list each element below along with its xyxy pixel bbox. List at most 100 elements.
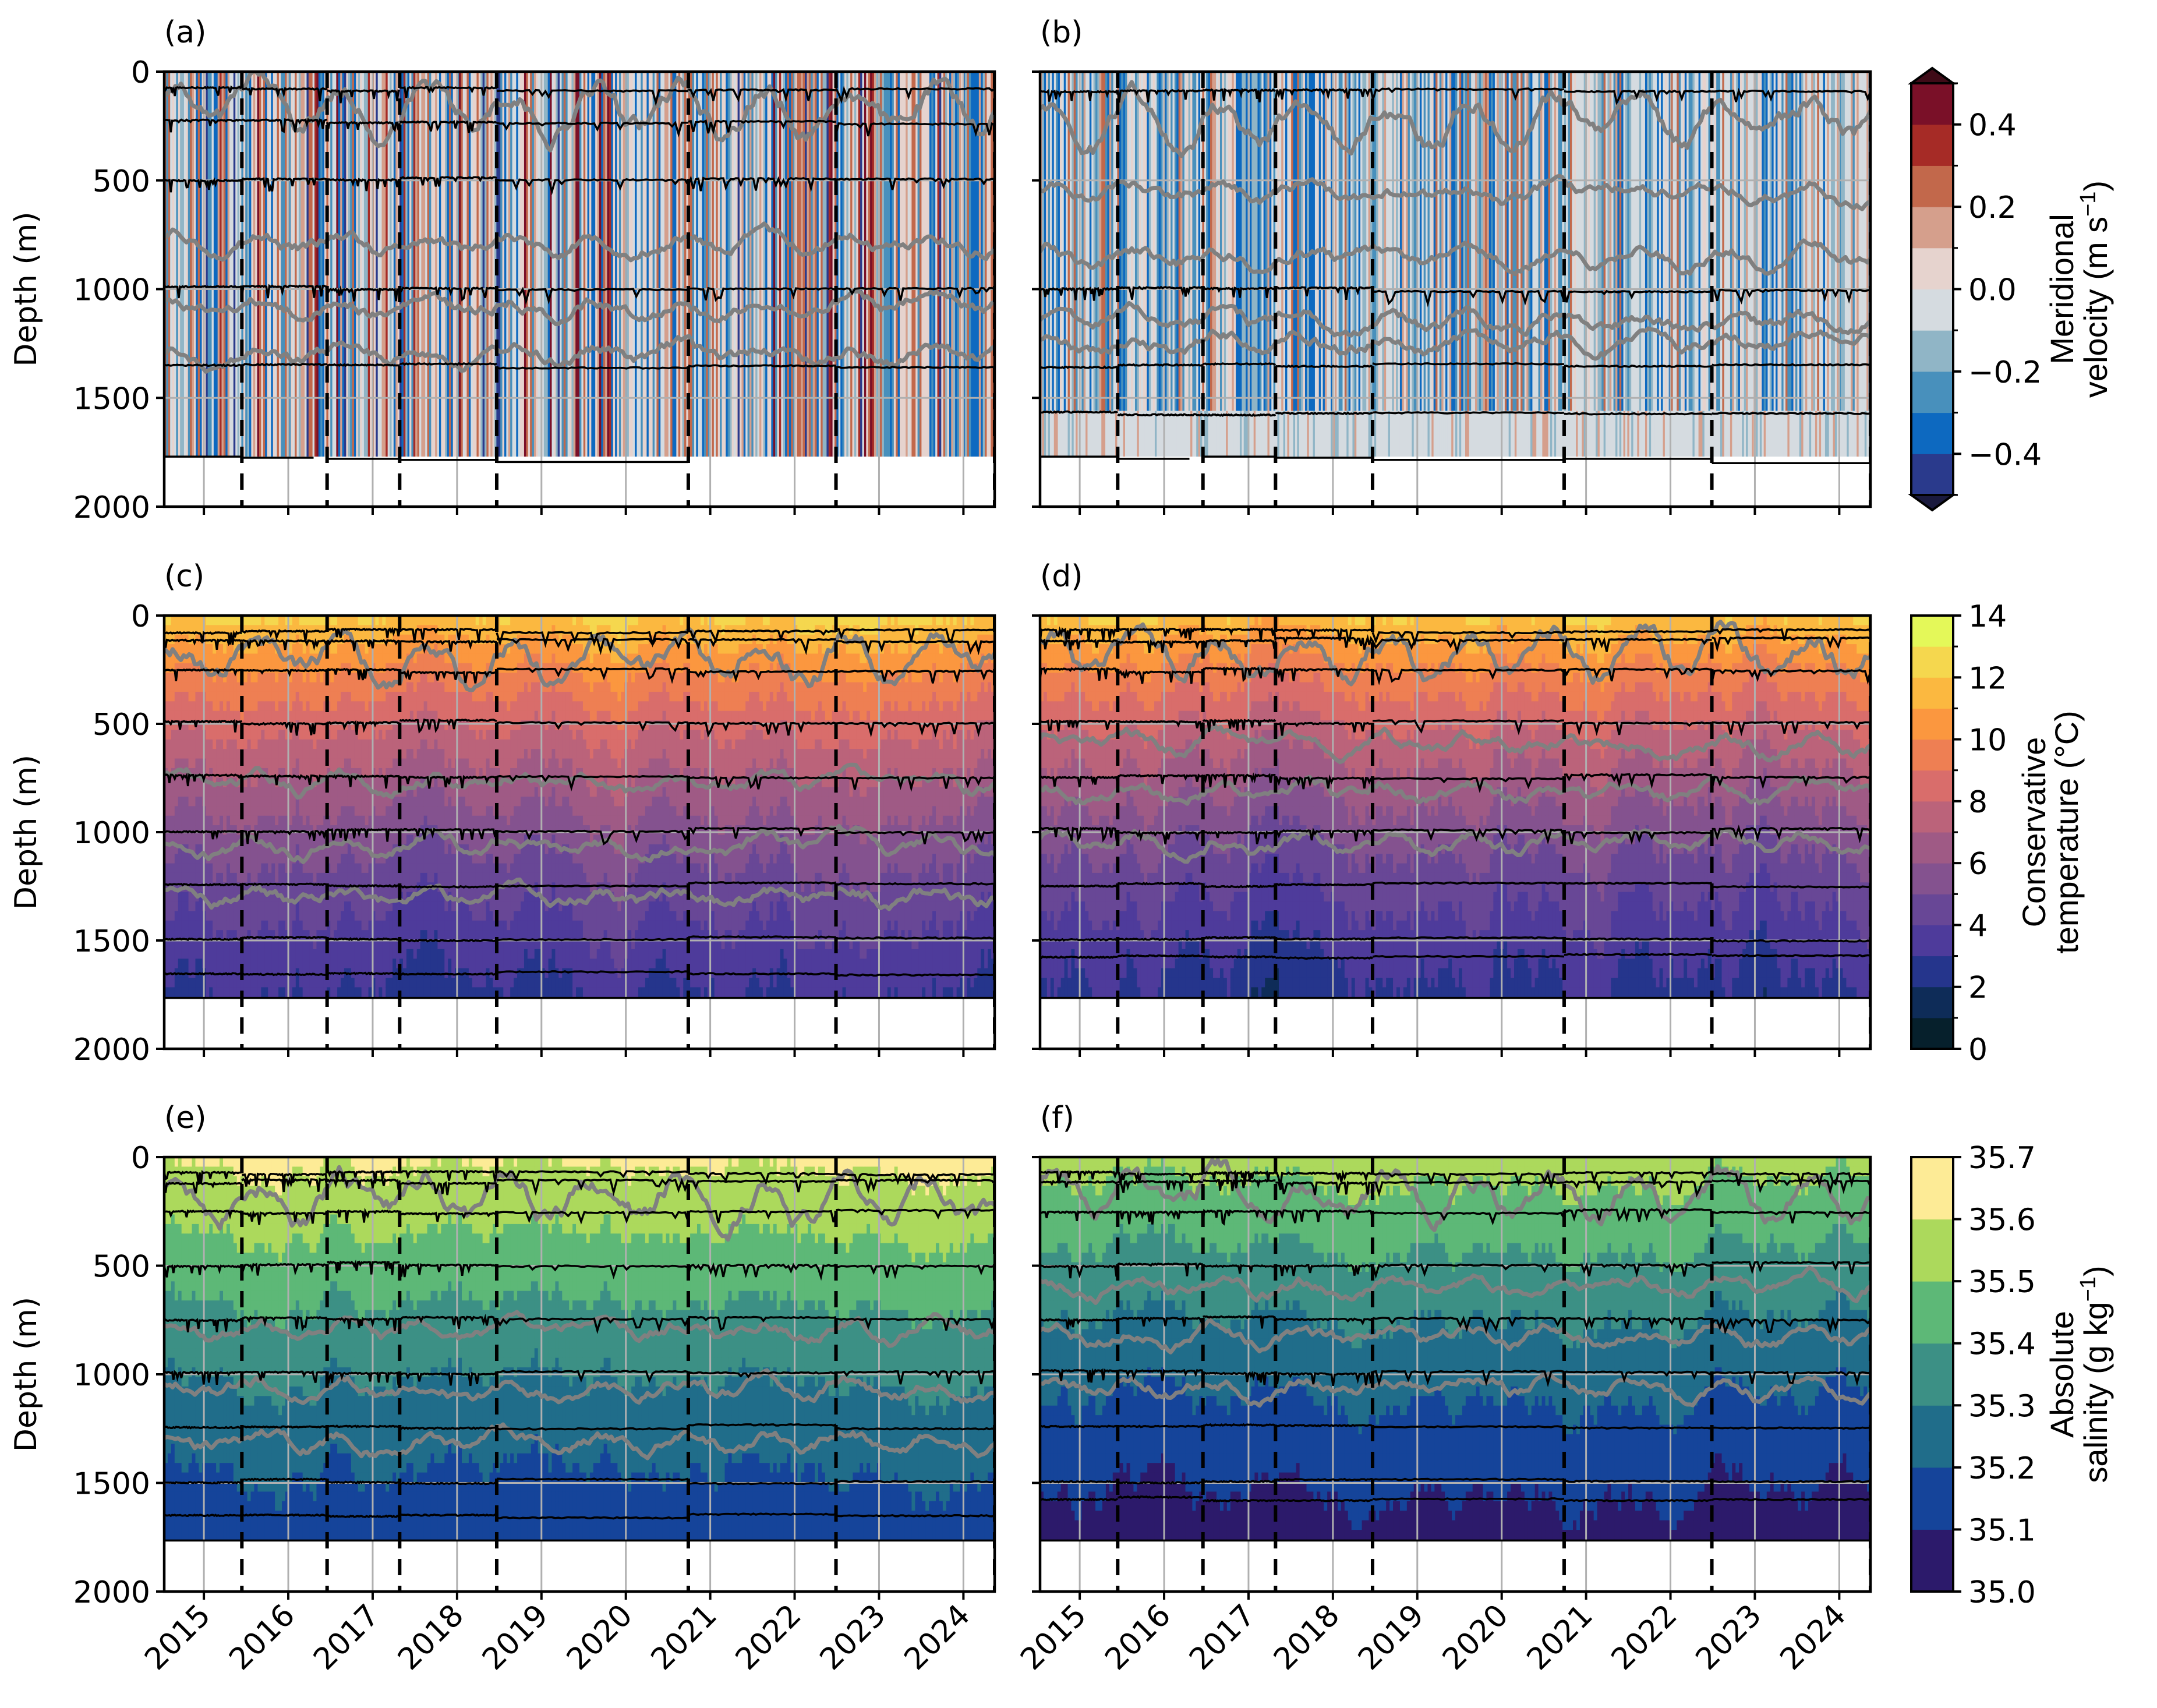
data-cell	[1603, 411, 1606, 457]
data-cell	[288, 768, 293, 778]
data-cell	[288, 673, 293, 683]
data-cell	[783, 72, 786, 457]
data-cell	[229, 806, 234, 816]
data-cell	[389, 844, 393, 854]
data-cell	[1615, 72, 1618, 411]
data-cell	[372, 854, 376, 864]
data-cell	[1218, 411, 1221, 457]
data-cell	[268, 720, 272, 731]
data-cell	[430, 653, 435, 664]
data-cell	[164, 663, 168, 673]
data-cell	[396, 682, 400, 692]
data-cell	[451, 901, 455, 912]
data-cell	[444, 854, 448, 864]
data-cell	[209, 616, 213, 625]
data-cell	[1781, 72, 1784, 411]
data-cell	[379, 644, 383, 655]
data-cell	[848, 72, 851, 457]
data-cell	[409, 787, 414, 797]
data-cell	[1366, 411, 1369, 457]
data-cell	[1192, 411, 1195, 457]
data-cell	[330, 930, 334, 940]
data-cell	[299, 625, 303, 635]
data-cell	[416, 892, 421, 902]
data-cell	[389, 673, 393, 683]
data-cell	[448, 730, 452, 740]
data-cell	[236, 911, 241, 921]
instrument-depth-line	[836, 287, 995, 301]
data-cell	[547, 72, 550, 457]
data-cell	[423, 977, 428, 988]
data-cell	[448, 682, 452, 692]
data-cell	[372, 987, 376, 998]
data-cell	[344, 911, 348, 921]
data-cell	[465, 854, 469, 864]
data-cell	[243, 634, 248, 645]
contours	[1040, 80, 1870, 361]
data-cell	[233, 682, 238, 692]
data-cell	[171, 758, 175, 769]
data-cell	[352, 72, 355, 457]
data-cell	[164, 806, 168, 816]
data-cell	[468, 616, 473, 625]
data-cell	[278, 987, 282, 998]
data-cell	[358, 739, 362, 749]
data-cell	[271, 815, 275, 826]
data-cell	[401, 72, 404, 457]
data-cell	[275, 882, 279, 893]
data-cell	[1639, 72, 1642, 411]
data-cell	[236, 701, 241, 712]
data-cell	[652, 72, 655, 457]
data-cell	[282, 939, 286, 950]
data-cell	[402, 749, 407, 759]
data-cell	[288, 834, 293, 845]
data-cell	[292, 920, 296, 931]
data-cell	[402, 806, 407, 816]
data-cell	[344, 796, 348, 807]
data-cell	[365, 710, 369, 721]
data-cell	[409, 815, 414, 826]
data-cell	[216, 872, 220, 883]
data-cell	[243, 815, 248, 826]
data-cell	[361, 682, 366, 692]
data-cell	[423, 739, 428, 749]
data-cell	[174, 758, 179, 769]
data-cell	[368, 987, 373, 998]
data-cell	[275, 758, 279, 769]
data-cell	[1336, 411, 1339, 457]
data-cell	[282, 701, 286, 712]
data-cell	[458, 758, 462, 769]
data-cell	[220, 959, 224, 969]
data-cell	[178, 787, 182, 797]
data-cell	[1583, 411, 1586, 457]
data-cell	[1398, 72, 1401, 411]
data-cell	[985, 72, 988, 457]
data-cell	[223, 930, 227, 940]
data-cell	[171, 730, 175, 740]
data-cell	[257, 72, 260, 457]
data-cell	[1511, 411, 1514, 457]
data-cell	[420, 815, 425, 826]
data-cell	[282, 720, 286, 731]
data-cell	[375, 739, 379, 749]
data-cell	[226, 730, 231, 740]
data-cell	[250, 653, 255, 664]
data-cell	[420, 653, 425, 664]
data-cell	[223, 625, 227, 635]
data-cell	[188, 920, 193, 931]
data-cell	[978, 72, 981, 457]
data-cell	[890, 72, 893, 457]
data-cell	[1783, 411, 1786, 457]
data-cell	[1293, 411, 1296, 457]
data-cell	[192, 710, 196, 721]
data-cell	[192, 749, 196, 759]
data-cell	[1304, 411, 1307, 457]
data-cell	[382, 701, 386, 712]
data-cell	[358, 730, 362, 740]
data-cell	[379, 758, 383, 769]
data-cell	[444, 749, 448, 759]
data-cell	[1787, 72, 1790, 411]
instrument-depth-line	[1040, 286, 1119, 301]
data-cell	[1161, 411, 1164, 457]
data-cell	[1777, 72, 1780, 411]
